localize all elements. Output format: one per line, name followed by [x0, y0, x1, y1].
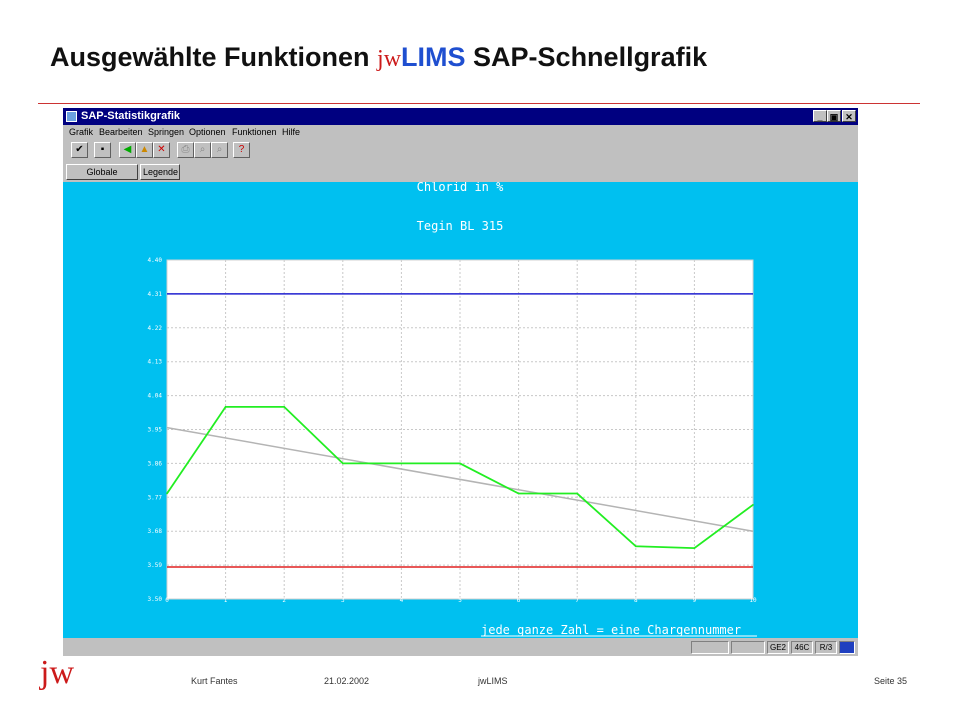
y-tick-label: 4.04: [148, 393, 163, 400]
menu-bearbeiten[interactable]: Bearbeiten: [99, 127, 143, 137]
x-tick-label: 3: [341, 597, 345, 604]
legend-button[interactable]: Legende: [140, 164, 180, 180]
status-field-empty-1: [691, 641, 729, 654]
y-tick-label: 3.77: [148, 494, 163, 501]
menu-funktionen[interactable]: Funktionen: [232, 127, 277, 137]
title-divider: [38, 103, 920, 104]
data-point: [400, 462, 403, 465]
cancel-icon[interactable]: ✕: [153, 142, 170, 158]
status-indicator-icon: [839, 641, 855, 654]
y-tick-label: 4.31: [148, 291, 163, 298]
chart-title: Chlorid in %: [417, 182, 504, 194]
back-icon[interactable]: ◀: [119, 142, 136, 158]
y-tick-label: 4.22: [148, 325, 163, 332]
y-tick-label: 3.68: [148, 528, 163, 535]
x-tick-label: 4: [400, 597, 404, 604]
find-next-icon[interactable]: ⌕: [211, 142, 228, 158]
x-tick-label: 5: [458, 597, 462, 604]
data-point: [693, 547, 696, 549]
plot-border: [166, 259, 754, 600]
x-tick-label: 2: [282, 597, 286, 604]
x-tick-label: 9: [693, 597, 697, 604]
footer-product: jwLIMS: [478, 676, 508, 686]
data-point: [517, 492, 520, 495]
status-field-client: 46C: [791, 641, 813, 654]
data-point: [752, 504, 754, 506]
x-tick-label: 6: [517, 597, 521, 604]
x-tick-label: 10: [749, 597, 757, 604]
y-tick-label: 4.13: [148, 359, 163, 366]
menu-grafik[interactable]: Grafik: [69, 127, 94, 137]
chart-subtitle: Tegin BL 315: [417, 219, 504, 233]
chart-svg: Chlorid in % Tegin BL 315 4.40 4.31 4.22 4.13…: [148, 182, 757, 637]
sap-window: SAP-Statistikgrafik _ ▣ ✕ Grafik Bearbei…: [63, 108, 858, 656]
toolbar: ✔ ▪ ◀ ▲ ✕ ⎙ ⌕ ⌕ ?: [63, 141, 858, 161]
window-titlebar: SAP-Statistikgrafik _ ▣ ✕: [63, 108, 858, 125]
status-field-release: R/3: [815, 641, 837, 654]
footer-page: Seite 35: [874, 676, 908, 686]
y-tick-label: 3.95: [148, 427, 163, 434]
data-point: [459, 462, 461, 465]
find-icon[interactable]: ⌕: [194, 142, 211, 158]
menu-optionen[interactable]: Optionen: [189, 127, 226, 137]
window-app-icon: [66, 111, 77, 122]
data-point: [283, 406, 285, 408]
x-axis-label: jede ganze Zahl = eine Chargennummer: [481, 623, 741, 637]
data-point: [224, 406, 227, 408]
exit-icon[interactable]: ▲: [136, 142, 153, 158]
confirm-icon[interactable]: ✔: [71, 142, 88, 158]
maximize-button[interactable]: ▣: [827, 110, 841, 122]
menu-springen[interactable]: Springen: [148, 127, 185, 137]
help-icon[interactable]: ?: [233, 142, 250, 158]
window-title: SAP-Statistikgrafik: [81, 110, 181, 122]
close-button[interactable]: ✕: [842, 110, 856, 122]
y-tick-label: 3.86: [148, 460, 163, 467]
title-brand-jw: jw: [377, 46, 402, 72]
status-field-system: GE2: [767, 641, 789, 654]
y-tick-label: 3.59: [148, 562, 163, 569]
print-icon[interactable]: ⎙: [177, 142, 194, 158]
status-field-empty-2: [731, 641, 765, 654]
status-bar: GE2 46C R/3: [63, 639, 858, 656]
x-tick-label: 1: [224, 597, 228, 604]
application-toolbar: Globale Optionen Legende: [63, 163, 858, 191]
x-tick-label: 0: [165, 597, 169, 604]
data-point: [342, 462, 344, 465]
x-tick-label: 7: [575, 597, 579, 604]
footer-date: 21.02.2002: [324, 676, 370, 686]
y-tick-label: 3.50: [148, 596, 163, 603]
y-tick-label: 4.40: [148, 257, 163, 264]
footer-author: Kurt Fantes: [191, 676, 238, 686]
trend-line: [166, 426, 754, 532]
footer-logo: jw: [40, 654, 74, 691]
menu-bar: Grafik Bearbeiten Springen Optionen Funk…: [63, 125, 858, 141]
chart-area: Chlorid in % Tegin BL 315 4.40 4.31 4.22 4.13…: [63, 182, 858, 638]
x-tick-label: 8: [634, 597, 638, 604]
data-point: [635, 545, 637, 548]
global-options-button[interactable]: Globale Optionen: [66, 164, 138, 191]
save-icon[interactable]: ▪: [94, 142, 111, 158]
data-point: [576, 492, 578, 495]
title-brand-lims: LIMS: [401, 42, 466, 72]
slide-title: Ausgewählte Funktionen jwLIMS SAP-Schnel…: [50, 42, 708, 72]
minimize-button[interactable]: _: [813, 110, 827, 122]
data-point: [166, 492, 168, 495]
menu-hilfe[interactable]: Hilfe: [282, 127, 301, 137]
